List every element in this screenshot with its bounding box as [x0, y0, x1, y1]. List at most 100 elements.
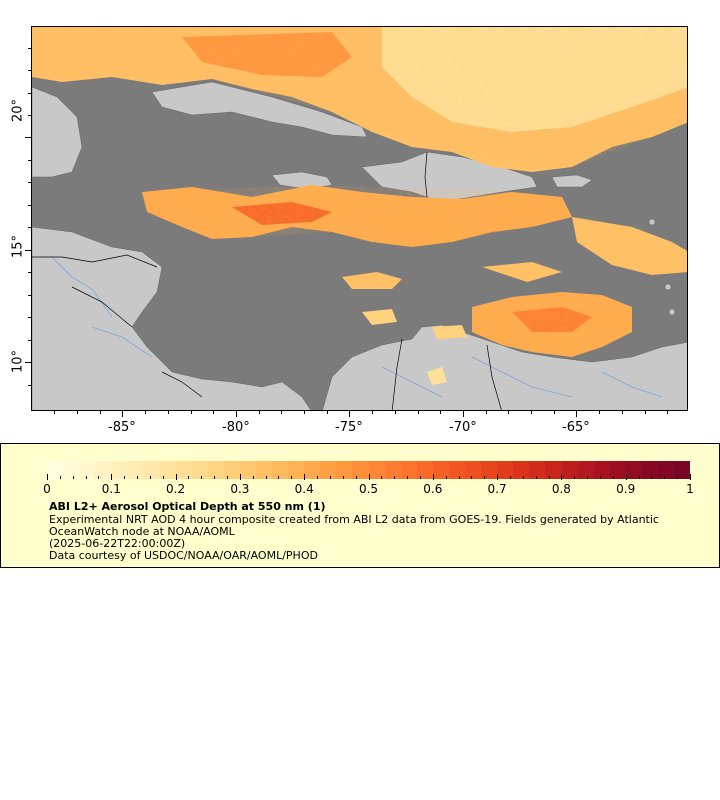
lat-minor-tick	[28, 70, 31, 71]
colorbar-major-tick	[625, 474, 627, 480]
lon-major-tick	[576, 411, 577, 417]
colorbar-segment	[657, 461, 675, 479]
colorbar-tick-label: 0.9	[616, 482, 636, 496]
colorbar-segment	[432, 461, 449, 479]
lon-minor-tick	[395, 411, 396, 414]
colorbar-minor-tick	[329, 476, 331, 479]
aod-patch	[342, 272, 402, 289]
colorbar-segment	[448, 461, 466, 479]
rivers	[51, 256, 663, 398]
colorbar-segment	[368, 461, 385, 479]
colorbar-major-tick	[239, 474, 241, 480]
colorbar-segment	[127, 461, 144, 479]
lat-minor-tick	[28, 272, 31, 273]
aod-patch	[432, 325, 467, 339]
colorbar-segment	[111, 461, 128, 479]
country-borders	[32, 151, 502, 410]
colorbar-segment	[529, 461, 546, 479]
antilles-islet	[648, 218, 656, 226]
aod-plume-east	[572, 217, 687, 275]
colorbar-minor-tick	[509, 476, 511, 479]
colorbar-minor-tick	[85, 476, 87, 479]
colorbar-minor-tick	[612, 476, 614, 479]
colorbar-minor-tick	[355, 476, 357, 479]
colorbar-tick-label: 0.6	[423, 482, 443, 496]
lat-major-tick	[25, 137, 31, 138]
lon-label-65: -65°	[562, 420, 590, 435]
colorbar-segment	[304, 461, 321, 479]
colorbar-segment	[400, 461, 417, 479]
colorbar-minor-tick	[677, 476, 679, 479]
lat-minor-tick	[28, 385, 31, 386]
lon-minor-tick	[213, 411, 214, 414]
colorbar-segment	[577, 461, 594, 479]
lat-major-tick	[25, 362, 31, 363]
lat-label-20: 20°	[10, 98, 26, 123]
colorbar-segment	[256, 461, 273, 479]
colorbar-major-tick	[690, 474, 691, 480]
colorbar-minor-tick	[394, 476, 396, 479]
lon-minor-tick	[304, 411, 305, 414]
colorbar-major-tick	[304, 474, 306, 480]
colorbar-minor-tick	[98, 476, 100, 479]
colorbar-minor-tick	[278, 476, 280, 479]
colorbar-segment	[79, 461, 96, 479]
legend-title: ABI L2+ Aerosol Optical Depth at 550 nm …	[49, 500, 326, 513]
colorbar-segment	[674, 461, 691, 479]
colorbar-tick-label: 0.2	[166, 482, 186, 496]
colorbar-minor-tick	[137, 476, 139, 479]
lon-minor-tick	[327, 411, 328, 414]
lon-label-80: -80°	[222, 420, 250, 435]
colorbar-segment	[609, 461, 626, 479]
colorbar-minor-tick	[72, 476, 74, 479]
lat-minor-tick	[28, 115, 31, 116]
colorbar-minor-tick	[407, 476, 409, 479]
legend-timestamp: (2025-06-22T22:00:00Z)	[49, 537, 186, 550]
lon-label-85: -85°	[108, 420, 136, 435]
colorbar-minor-tick	[342, 476, 344, 479]
lon-label-70: -70°	[449, 420, 477, 435]
colorbar-minor-tick	[227, 476, 229, 479]
lon-minor-tick	[508, 411, 509, 414]
colorbar-minor-tick	[252, 476, 254, 479]
colorbar-minor-tick	[587, 476, 589, 479]
colorbar-segment	[384, 461, 401, 479]
colorbar-segment	[175, 461, 192, 479]
lon-minor-tick	[599, 411, 600, 414]
lon-major-tick	[122, 411, 123, 417]
colorbar-tick-label: 0.8	[551, 482, 571, 496]
lon-minor-tick	[100, 411, 101, 414]
legend-panel: 0 0.1 0.2 0.3 0.4 0.5 0.6 0.7 0.8 0.9 1 ABI L2+ Ae…	[0, 443, 720, 568]
lon-minor-tick	[54, 411, 55, 414]
colorbar-minor-tick	[548, 476, 550, 479]
colorbar-segment	[223, 461, 240, 479]
colorbar-tick-label: 0.5	[358, 482, 379, 496]
colorbar-tick-label: 1	[686, 482, 694, 496]
lon-minor-tick	[77, 411, 78, 414]
lat-minor-tick	[28, 295, 31, 296]
lat-label-15: 15°	[10, 234, 26, 259]
colorbar-minor-tick	[188, 476, 190, 479]
colorbar-segment	[545, 461, 562, 479]
colorbar-minor-tick	[381, 476, 383, 479]
colorbar-segment	[288, 461, 305, 479]
colorbar-segment	[320, 461, 337, 479]
aod-patch	[482, 262, 562, 282]
colorbar-tick-label: 0.1	[101, 482, 121, 496]
colorbar-major-tick	[368, 474, 370, 480]
colorbar-segment	[239, 461, 257, 479]
lon-minor-tick	[554, 411, 555, 414]
lon-minor-tick	[440, 411, 441, 414]
colorbar-segment	[641, 461, 658, 479]
colorbar-minor-tick	[317, 476, 319, 479]
lon-minor-tick	[168, 411, 169, 414]
colorbar-segment	[336, 461, 353, 479]
colorbar-segment	[63, 461, 80, 479]
lon-minor-tick	[486, 411, 487, 414]
lon-minor-tick	[667, 411, 668, 414]
lat-label-10: 10°	[10, 349, 26, 374]
colorbar-minor-tick	[214, 476, 216, 479]
colorbar-major-tick	[432, 474, 434, 480]
colorbar-tick-label: 0.7	[487, 482, 507, 496]
lon-major-tick	[463, 411, 464, 417]
